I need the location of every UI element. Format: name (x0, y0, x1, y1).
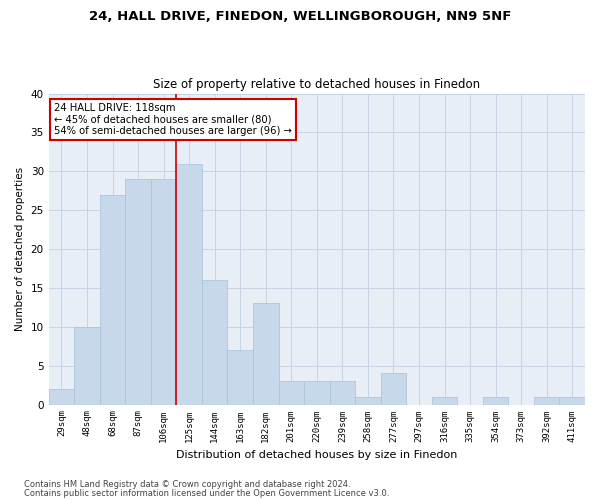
Title: Size of property relative to detached houses in Finedon: Size of property relative to detached ho… (153, 78, 481, 91)
Bar (227, 350, 253, 405)
Bar (253, 304, 278, 404)
Text: Contains HM Land Registry data © Crown copyright and database right 2024.: Contains HM Land Registry data © Crown c… (24, 480, 350, 489)
Bar (483, 397, 508, 404)
Text: 24 HALL DRIVE: 118sqm
← 45% of detached houses are smaller (80)
54% of semi-deta: 24 HALL DRIVE: 118sqm ← 45% of detached … (54, 103, 292, 136)
Bar (329, 381, 355, 404)
Bar (125, 179, 151, 404)
Bar (202, 280, 227, 404)
Bar (278, 381, 304, 404)
Bar (49, 389, 74, 404)
Bar (534, 397, 559, 404)
Text: Contains public sector information licensed under the Open Government Licence v3: Contains public sector information licen… (24, 488, 389, 498)
Text: 24, HALL DRIVE, FINEDON, WELLINGBOROUGH, NN9 5NF: 24, HALL DRIVE, FINEDON, WELLINGBOROUGH,… (89, 10, 511, 23)
Bar (380, 374, 406, 404)
Bar (151, 179, 176, 404)
X-axis label: Distribution of detached houses by size in Finedon: Distribution of detached houses by size … (176, 450, 458, 460)
Bar (355, 397, 380, 404)
Bar (74, 327, 100, 404)
Bar (559, 397, 585, 404)
Bar (176, 164, 202, 404)
Bar (100, 194, 125, 404)
Y-axis label: Number of detached properties: Number of detached properties (15, 167, 25, 331)
Bar (304, 381, 329, 404)
Bar (432, 397, 457, 404)
